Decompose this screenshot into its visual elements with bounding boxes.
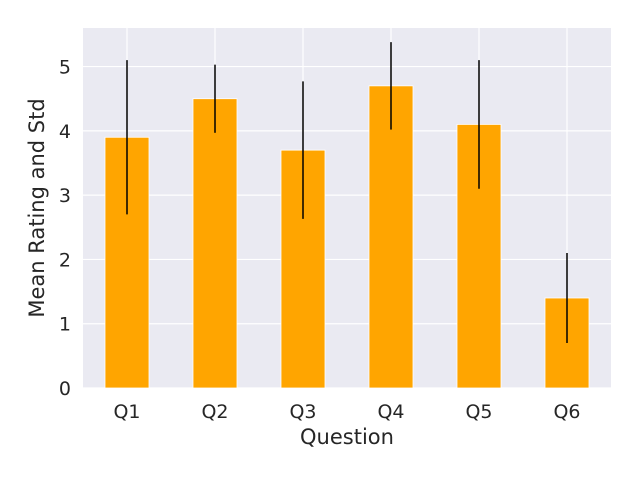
plot-background: [83, 28, 611, 388]
y-tick-label: 1: [59, 314, 71, 336]
x-tick-label: Q3: [289, 401, 316, 423]
bar-q4: [368, 85, 414, 389]
x-tick-label: Q4: [377, 401, 404, 423]
x-tick-label: Q2: [201, 401, 228, 423]
y-tick-label: 2: [59, 249, 71, 271]
y-tick-label: 4: [59, 121, 71, 143]
x-tick-labels: Q1 Q2 Q3 Q4 Q5 Q6: [113, 401, 580, 423]
y-tick-label: 5: [59, 57, 71, 79]
x-axis-label: Question: [300, 425, 394, 449]
y-tick-label: 3: [59, 185, 71, 207]
y-tick-label: 0: [59, 378, 71, 400]
error-bars: [126, 42, 568, 343]
bar-q2: [192, 98, 238, 389]
x-tick-label: Q1: [113, 401, 140, 423]
y-axis-label: Mean Rating and Std: [25, 98, 49, 317]
x-tick-label: Q6: [553, 401, 580, 423]
x-tick-label: Q5: [465, 401, 492, 423]
y-tick-labels: 0 1 2 3 4 5: [59, 57, 71, 400]
